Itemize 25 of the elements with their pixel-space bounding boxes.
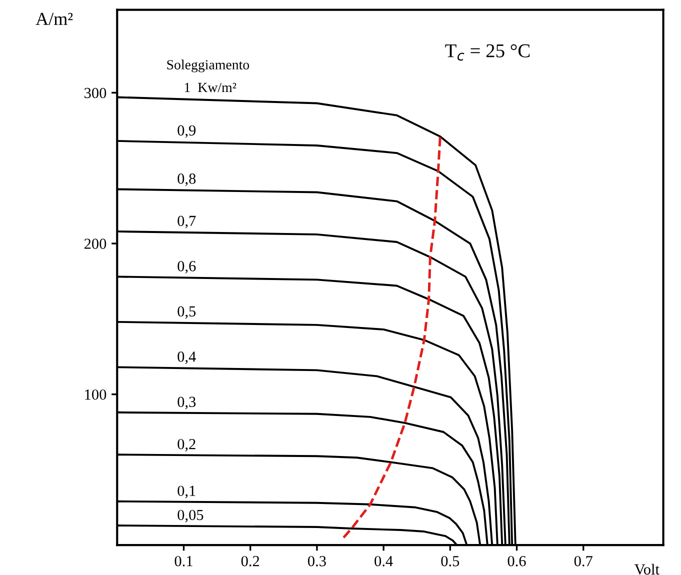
annotation: T$_{c}$ = 25 °C	[445, 44, 530, 61]
x-tick-label: 0.2	[241, 556, 260, 566]
series-label: 0,05	[178, 510, 204, 522]
series-label: 0,1	[178, 486, 196, 498]
series-label: 0,7	[178, 216, 196, 228]
annotation: Soleggiamento	[167, 60, 250, 72]
y-tick-label: 200	[84, 238, 106, 249]
x-tick-label: 0.5	[441, 556, 460, 566]
series-label: 0,5	[178, 306, 196, 319]
series-label: 0,4	[178, 351, 196, 364]
series-label: 0,9	[178, 125, 196, 138]
series-label: 1 Kw/m²	[184, 82, 236, 92]
x-axis-title: Volt	[634, 564, 660, 575]
x-tick-label: 0.6	[508, 556, 526, 566]
y-axis-title: A/m²	[36, 12, 73, 25]
series-label: 0,2	[178, 438, 196, 452]
series-label: 0,6	[178, 261, 196, 274]
series-label: 0,8	[178, 174, 196, 186]
series-label: 0,3	[178, 396, 196, 410]
x-tick-label: 0.4	[374, 556, 393, 566]
y-tick-label: 300	[84, 88, 106, 98]
x-tick-label: 0.1	[174, 556, 192, 566]
x-tick-label: 0.3	[308, 556, 326, 566]
y-tick-label: 100	[85, 389, 106, 400]
x-tick-label: 0.7	[574, 556, 592, 566]
